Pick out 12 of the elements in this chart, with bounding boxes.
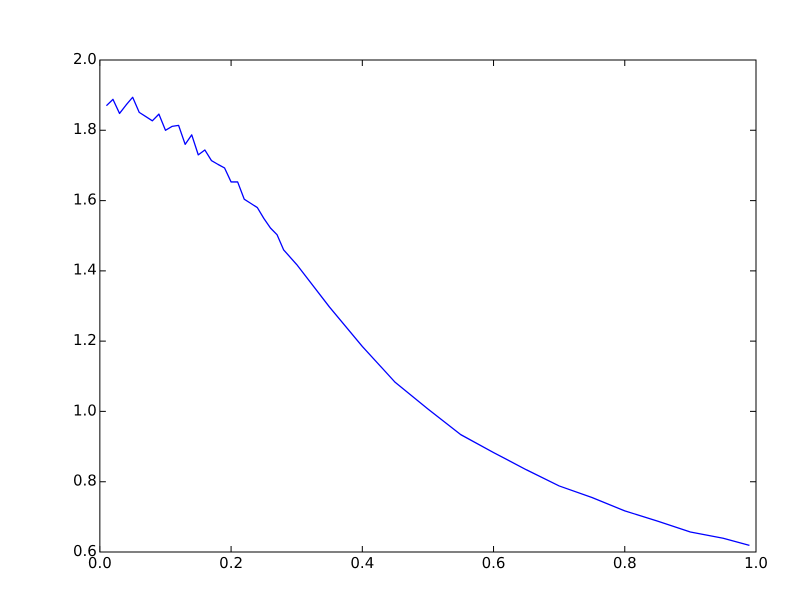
x-tick-label: 0.6 bbox=[482, 554, 506, 572]
x-tick-label: 0.2 bbox=[219, 554, 244, 572]
y-tick-label: 1.6 bbox=[72, 190, 97, 208]
x-tick-label: 1.0 bbox=[744, 554, 768, 572]
y-tick-label: 1.4 bbox=[72, 260, 97, 279]
x-tick-label: 0.8 bbox=[612, 554, 637, 572]
y-tick-label: 1.8 bbox=[72, 120, 97, 138]
y-tick-label: 1.2 bbox=[72, 331, 97, 350]
y-tick-label: 2.0 bbox=[72, 50, 97, 68]
x-tick-label: 0.4 bbox=[350, 554, 374, 572]
y-tick-label: 0.8 bbox=[72, 472, 97, 490]
y-tick-label: 1.0 bbox=[72, 401, 97, 420]
